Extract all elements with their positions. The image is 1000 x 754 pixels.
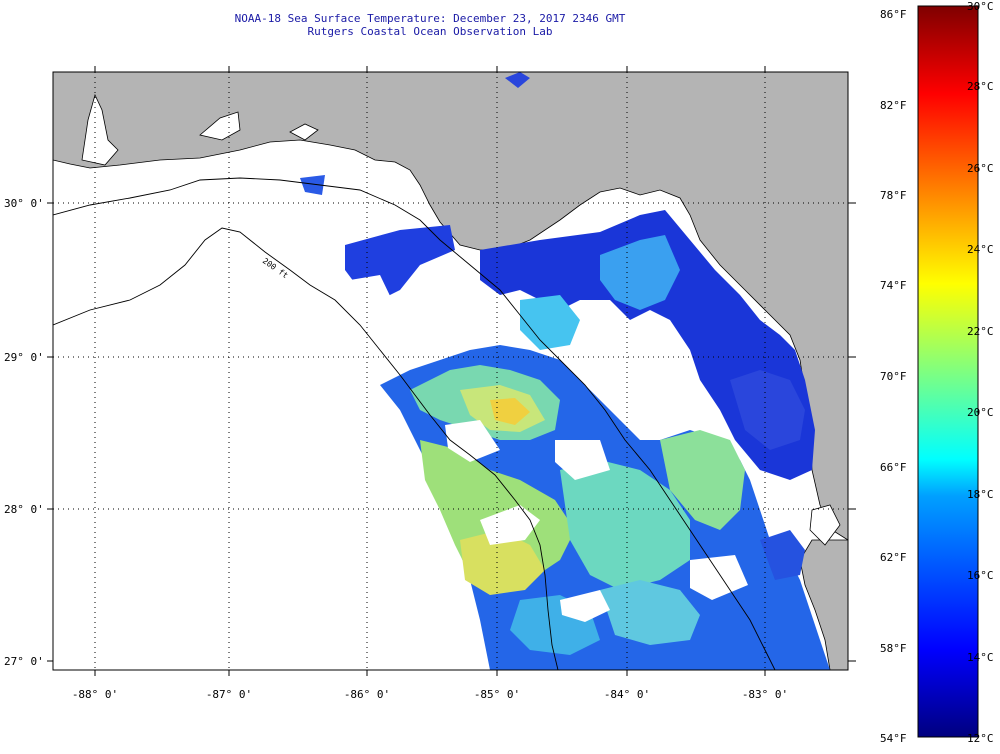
c-label: 28°C (967, 80, 994, 93)
map-subtitle: Rutgers Coastal Ocean Observation Lab (307, 25, 553, 38)
lon-label: -88° 0' (72, 688, 118, 701)
celsius-scale: 30°C 28°C 26°C 24°C 22°C 20°C 18°C 16°C … (967, 0, 994, 745)
c-label: 16°C (967, 569, 994, 582)
bay-water (81, 93, 119, 166)
c-label: 12°C (967, 732, 994, 745)
f-label: 58°F (880, 642, 907, 655)
bay-water (289, 123, 319, 141)
f-label: 66°F (880, 461, 907, 474)
f-label: 54°F (880, 732, 907, 745)
axis-ticks (47, 66, 856, 676)
f-label: 78°F (880, 189, 907, 202)
c-label: 14°C (967, 651, 994, 664)
lon-label: -83° 0' (742, 688, 788, 701)
c-label: 22°C (967, 325, 994, 338)
f-label: 62°F (880, 551, 907, 564)
lat-label: 30° 0' (4, 197, 44, 210)
f-label: 74°F (880, 279, 907, 292)
f-label: 70°F (880, 370, 907, 383)
c-label: 24°C (967, 243, 994, 256)
f-label: 86°F (880, 8, 907, 21)
map-frame (52, 71, 849, 671)
sst-data-layer (300, 72, 830, 670)
bay-water (809, 504, 841, 546)
depth-contour-line-inner (53, 177, 776, 670)
lon-label: -86° 0' (344, 688, 390, 701)
bay-water (199, 111, 241, 141)
fahrenheit-scale: 86°F 82°F 78°F 74°F 70°F 66°F 62°F 58°F … (880, 8, 907, 745)
lat-label: 27° 0' (4, 655, 44, 668)
lat-label: 29° 0' (4, 351, 44, 364)
lon-label: -85° 0' (474, 688, 520, 701)
c-label: 18°C (967, 488, 994, 501)
c-label: 20°C (967, 406, 994, 419)
depth-contour-line (53, 227, 559, 670)
lon-label: -87° 0' (206, 688, 252, 701)
map-title: NOAA-18 Sea Surface Temperature: Decembe… (234, 12, 626, 25)
lon-label: -84° 0' (604, 688, 650, 701)
f-label: 82°F (880, 99, 907, 112)
color-scale-bar (917, 5, 979, 738)
lat-label: 28° 0' (4, 503, 44, 516)
land-mass-south (799, 539, 848, 670)
c-label: 30°C (967, 0, 994, 13)
c-label: 26°C (967, 162, 994, 175)
